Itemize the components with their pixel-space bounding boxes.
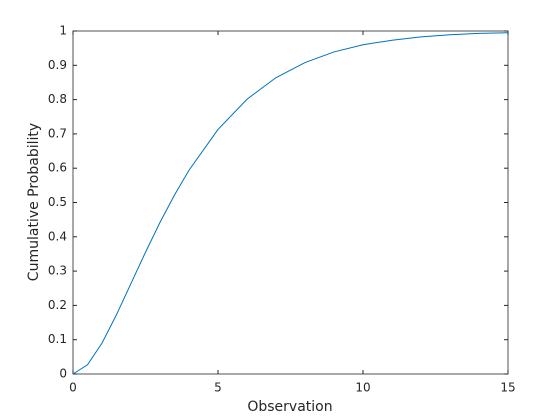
y-tick-label: 0.2: [48, 298, 67, 312]
data-line: [72, 32, 509, 375]
y-axis-label: Cumulative Probability: [26, 123, 42, 281]
axes-box: [72, 30, 509, 375]
y-tick-label: 0.8: [48, 92, 67, 106]
y-tick-label: 0: [59, 367, 67, 381]
y-tick-label: 1: [59, 24, 67, 38]
y-tick-label: 0.6: [48, 161, 67, 175]
x-axis-label: Observation: [247, 399, 332, 415]
x-tick-label: 5: [214, 381, 222, 395]
x-tick-label: 15: [500, 381, 515, 395]
y-tick-label: 0.7: [48, 126, 67, 140]
y-tick-label: 0.9: [48, 58, 67, 72]
y-tick-label: 0.5: [48, 195, 67, 209]
y-tick-label: 0.4: [48, 229, 67, 243]
y-tick-label: 0.3: [48, 264, 67, 278]
y-tick-label: 0.1: [48, 332, 67, 346]
x-tick-label: 0: [69, 381, 77, 395]
x-tick-label: 10: [355, 381, 370, 395]
